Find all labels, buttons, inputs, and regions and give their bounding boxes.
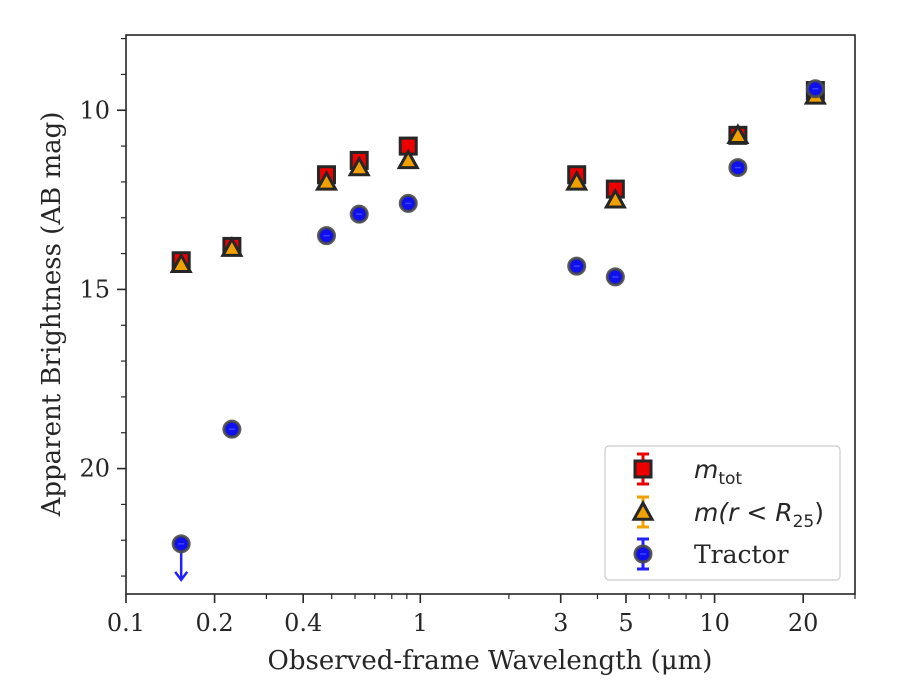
- y-tick-label: 15: [79, 275, 110, 303]
- series-circle: [171, 79, 825, 582]
- x-tick-label: 10: [699, 609, 730, 637]
- x-tick-label: 0.2: [196, 609, 234, 637]
- legend-label: Tractor: [694, 540, 789, 569]
- legend-items: mtot m(r < R25) Tractor: [631, 452, 824, 571]
- x-tick-label: 5: [618, 609, 633, 637]
- x-axis-label: Observed-frame Wavelength (μm): [268, 646, 713, 676]
- legend-label: m(r < R25): [694, 498, 824, 532]
- legend-box: [604, 445, 841, 581]
- upper-limit-arrowhead: [174, 571, 189, 582]
- x-tick-label: 1: [413, 609, 428, 637]
- y-tick-label: 10: [79, 96, 110, 124]
- data-point-triangle: [726, 123, 750, 145]
- legend: mtot m(r < R25) Tractor: [604, 445, 841, 581]
- x-tick-label: 3: [553, 609, 568, 637]
- series-triangle: [169, 83, 827, 274]
- x-tick-label: 0.4: [284, 609, 322, 637]
- y-tick-label: 20: [79, 455, 110, 483]
- data-point-triangle: [347, 155, 371, 177]
- y-axis-label: Apparent Brightness (AB mag): [37, 112, 67, 518]
- legend-label: mtot: [694, 455, 742, 489]
- data-point-triangle: [603, 187, 627, 209]
- plot-frame: [125, 34, 856, 595]
- data-point-triangle: [396, 148, 420, 170]
- x-tick-label: 20: [788, 609, 819, 637]
- legend-marker-triangle: [631, 499, 655, 521]
- x-tick-label: 0.1: [107, 609, 145, 637]
- y-axis: 10 15 20: [79, 37, 126, 577]
- data-point-triangle: [220, 236, 244, 257]
- data-point-triangle: [169, 252, 193, 274]
- data-point-triangle: [314, 169, 339, 191]
- x-axis: 0.1 0.2 0.4 1 3 5 10 20: [107, 594, 856, 637]
- series-square: [171, 81, 825, 271]
- data-markers: [169, 79, 827, 582]
- data-point-triangle: [565, 169, 589, 191]
